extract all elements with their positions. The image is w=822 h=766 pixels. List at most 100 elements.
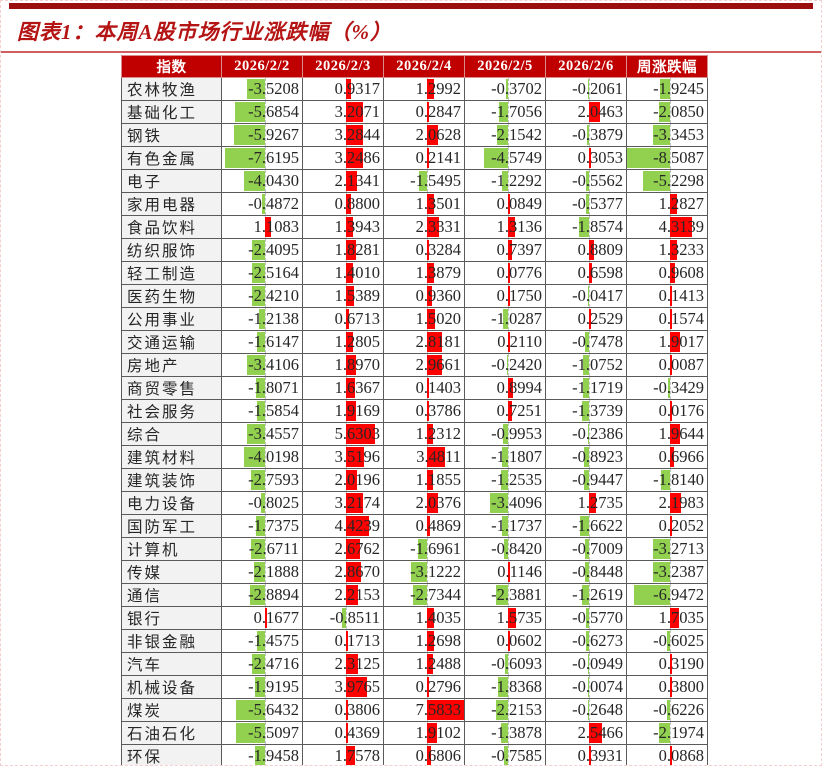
table-row: 钢铁 -5.9267 3.2844 2.0628 -2.1542 -0.3879 -3.34…	[121, 123, 708, 147]
bar-axis-line	[265, 584, 266, 606]
negative-data-bar	[659, 102, 670, 122]
value-text: -1.2292	[491, 171, 542, 191]
value-text: 0.2847	[415, 102, 461, 122]
value-cell: -3.4106	[221, 353, 303, 377]
value-cell: -1.6147	[221, 330, 303, 354]
positive-data-bar	[589, 723, 603, 743]
value-text: -2.3881	[491, 585, 542, 605]
value-text: 2.0628	[415, 125, 461, 145]
value-text: 0.0776	[496, 263, 542, 283]
value-cell: -2.0850	[626, 100, 708, 124]
value-text: 1.9017	[658, 332, 704, 352]
bar-axis-line	[670, 377, 671, 399]
value-text: -2.8894	[248, 585, 299, 605]
negative-data-bar	[484, 148, 508, 168]
value-text: -0.2061	[572, 79, 623, 99]
negative-data-bar	[587, 424, 589, 444]
value-text: 1.2312	[415, 424, 461, 444]
value-text: 2.8181	[415, 332, 461, 352]
value-text: 0.1403	[415, 378, 461, 398]
value-cell: -0.6025	[626, 629, 708, 653]
industry-label: 建筑材料	[121, 445, 222, 469]
value-text: -0.8511	[329, 608, 380, 628]
industry-label: 国防军工	[121, 514, 222, 538]
positive-data-bar	[346, 263, 354, 283]
value-cell: 2.0463	[545, 100, 627, 124]
negative-data-bar	[587, 286, 589, 306]
value-text: -0.7585	[491, 746, 542, 766]
top-red-bar	[9, 3, 813, 9]
value-text: 1.5389	[334, 286, 380, 306]
value-text: 2.5466	[577, 723, 623, 743]
industry-table-container: 指数 2026/2/2 2026/2/3 2026/2/4 2026/2/5 2026/2…	[121, 55, 821, 766]
positive-data-bar	[670, 217, 693, 237]
value-cell: 0.9317	[302, 77, 384, 101]
value-cell: 0.8994	[464, 376, 546, 400]
positive-data-bar	[346, 286, 354, 306]
value-text: 0.9608	[658, 263, 704, 283]
value-cell: 2.3331	[383, 215, 465, 239]
value-cell: 1.4010	[302, 261, 384, 285]
value-text: 1.7035	[658, 608, 704, 628]
value-cell: -5.6432	[221, 698, 303, 722]
value-cell: 1.3233	[626, 238, 708, 262]
title-divider	[1, 51, 821, 53]
value-text: -3.5208	[248, 79, 299, 99]
value-text: 0.1750	[496, 286, 542, 306]
value-cell: -2.1974	[626, 721, 708, 745]
value-cell: 1.2312	[383, 422, 465, 446]
value-cell: 0.3931	[545, 744, 627, 765]
value-text: -0.7009	[572, 539, 623, 559]
value-text: 1.2805	[334, 332, 380, 352]
positive-data-bar	[346, 378, 355, 398]
value-cell: 1.9017	[626, 330, 708, 354]
positive-data-bar	[346, 332, 353, 352]
value-cell: 4.4239	[302, 514, 384, 538]
value-text: -0.0949	[572, 654, 623, 674]
value-cell: -0.8025	[221, 491, 303, 515]
value-cell: -3.2713	[626, 537, 708, 561]
positive-data-bar	[508, 286, 510, 306]
bar-axis-line	[589, 607, 590, 629]
value-text: -1.9195	[248, 677, 299, 697]
negative-data-bar	[582, 585, 589, 605]
bar-axis-line	[265, 377, 266, 399]
bar-axis-line	[589, 124, 590, 146]
value-cell: 1.5020	[383, 307, 465, 331]
value-cell: 7.5833	[383, 698, 465, 722]
value-cell: 0.0087	[626, 353, 708, 377]
negative-data-bar	[255, 378, 265, 398]
value-text: -0.9953	[491, 424, 542, 444]
value-cell: 1.2735	[545, 491, 627, 515]
value-text: 0.8994	[496, 378, 542, 398]
value-cell: -3.5208	[221, 77, 303, 101]
value-text: -0.8448	[572, 562, 623, 582]
value-cell: 3.9765	[302, 675, 384, 699]
bar-axis-line	[589, 653, 590, 675]
bar-axis-line	[265, 193, 266, 215]
value-text: -2.1974	[653, 723, 704, 743]
value-cell: -6.9472	[626, 583, 708, 607]
value-cell: -5.5097	[221, 721, 303, 745]
negative-data-bar	[506, 355, 508, 375]
value-cell: 1.2488	[383, 652, 465, 676]
bar-axis-line	[508, 423, 509, 445]
value-text: 0.4369	[334, 723, 380, 743]
value-text: -1.3739	[572, 401, 623, 421]
industry-label: 电力设备	[121, 491, 222, 515]
value-cell: 0.1146	[464, 560, 546, 584]
bar-axis-line	[265, 745, 266, 765]
value-cell: 2.9661	[383, 353, 465, 377]
value-text: 3.9765	[334, 677, 380, 697]
value-cell: 1.5389	[302, 284, 384, 308]
bar-axis-line	[508, 676, 509, 698]
bar-axis-line	[508, 584, 509, 606]
bar-axis-line	[265, 423, 266, 445]
bar-axis-line	[508, 354, 509, 376]
bar-axis-line	[508, 78, 509, 100]
value-cell: -2.4095	[221, 238, 303, 262]
value-cell: -4.0430	[221, 169, 303, 193]
industry-label: 通信	[121, 583, 222, 607]
value-text: -0.8420	[491, 539, 542, 559]
table-row: 交通运输 -1.6147 1.2805 2.8181 0.2110 -0.7478 1.90…	[121, 330, 708, 354]
